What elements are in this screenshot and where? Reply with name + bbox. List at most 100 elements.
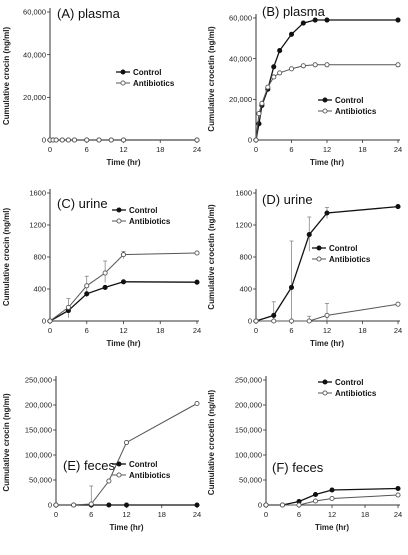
data-point-control (329, 487, 335, 493)
legend-marker (116, 472, 122, 478)
y-tick-label: 400 (239, 285, 252, 294)
data-point-antibiotics (102, 270, 108, 276)
data-point-antibiotics (71, 502, 77, 508)
data-point-antibiotics (106, 478, 112, 484)
panel-e: 0 50,000 100,000 150,000 200,000 250,000 0 6 12 1… (2, 376, 201, 532)
data-point-antibiotics (395, 62, 401, 68)
legend-marker (120, 69, 126, 75)
y-tick-label: 0 (248, 136, 252, 145)
y-tick-label: 0 (258, 501, 262, 510)
x-tick-label: 6 (85, 145, 89, 154)
y-axis-label: Cumulative crocetin (ng/ml) (207, 204, 216, 310)
legend-marker (322, 97, 328, 103)
data-point-antibiotics (47, 318, 53, 324)
y-tick-label: 250,000 (25, 376, 52, 385)
y-tick-label: 400 (33, 285, 46, 294)
data-point-control (395, 485, 401, 492)
x-tick-label: 12 (328, 510, 336, 519)
panel-title: (C) urine (57, 196, 108, 211)
data-point-antibiotics (84, 137, 90, 143)
data-point-control (123, 502, 130, 508)
series-line-antibiotics (266, 494, 399, 506)
legend-marker (322, 108, 328, 114)
y-tick-label: 0 (248, 317, 252, 326)
data-point-antibiotics (312, 498, 319, 504)
x-tick-label: 18 (361, 510, 369, 519)
data-point-control (102, 284, 108, 290)
y-axis-label: Cumulative crocin (ng/ml) (2, 208, 11, 307)
x-tick-label: 6 (85, 326, 89, 335)
x-tick-label: 24 (193, 145, 201, 154)
legend-label: Antibiotics (129, 471, 171, 480)
y-tick-label: 0 (48, 501, 52, 510)
y-tick-label: 50,000 (239, 476, 262, 485)
legend-label: Antibiotics (335, 389, 377, 398)
y-tick-label: 200,000 (235, 401, 262, 410)
data-point-antibiotics (296, 502, 302, 508)
data-point-antibiotics (88, 501, 94, 507)
x-axis-label: Time (hr) (310, 339, 344, 348)
series-line-antibiotics (56, 403, 198, 506)
x-tick-label: 6 (289, 326, 293, 335)
x-axis-label: Time (hr) (109, 523, 143, 532)
y-tick-label: 1600 (29, 189, 46, 198)
x-tick-label: 18 (158, 510, 166, 519)
x-tick-label: 6 (297, 510, 301, 519)
data-point-control (324, 210, 330, 216)
data-point-antibiotics (279, 502, 286, 508)
data-point-control (194, 502, 200, 508)
y-tick-label: 800 (239, 253, 252, 262)
x-axis-label: Time (hr) (106, 158, 140, 167)
x-tick-label: 24 (193, 510, 201, 519)
y-tick-label: 0 (42, 317, 46, 326)
y-tick-label: 60,000 (229, 14, 252, 23)
panel-title: (D) urine (262, 192, 313, 207)
panel-title: (E) feces (63, 458, 116, 473)
x-tick-label: 18 (358, 326, 366, 335)
x-tick-label: 24 (193, 326, 201, 335)
data-point-antibiotics (329, 495, 335, 502)
legend-label: Control (335, 378, 363, 387)
series-line-antibiotics (256, 303, 399, 322)
y-tick-label: 800 (33, 253, 46, 262)
data-point-antibiotics (312, 62, 318, 68)
data-point-antibiotics (194, 137, 200, 143)
data-point-antibiotics (96, 137, 102, 143)
series-line-antibiotics (49, 252, 198, 322)
legend-marker (116, 218, 122, 224)
data-point-antibiotics (59, 137, 65, 143)
y-tick-label: 20,000 (23, 93, 46, 102)
series-line-control (49, 281, 198, 322)
data-point-control (288, 31, 295, 37)
data-point-antibiotics (84, 283, 90, 289)
panel-b: 0 20,000 40,000 60,000 0 6 12 18 24 Time (hr) Cumu… (207, 4, 402, 167)
y-tick-label: 1200 (235, 221, 252, 230)
legend-label: Control (129, 460, 157, 469)
data-point-control (395, 204, 401, 210)
x-tick-label: 12 (122, 510, 130, 519)
y-tick-label: 60,000 (23, 8, 46, 17)
data-point-antibiotics (265, 84, 271, 90)
y-tick-label: 250,000 (235, 376, 262, 385)
data-point-control (312, 491, 319, 498)
data-point-antibiotics (324, 312, 330, 318)
data-point-antibiotics (108, 137, 114, 143)
y-axis-label: Cumulative crocetin (ng/ml) (207, 389, 216, 495)
x-tick-label: 0 (48, 145, 52, 154)
panel-a: 0 20,000 40,000 60,000 0 6 12 18 24 Time (hr) Cumu… (2, 6, 201, 167)
data-point-antibiotics (395, 492, 401, 498)
x-tick-label: 0 (254, 145, 258, 154)
data-point-antibiotics (306, 318, 312, 324)
data-point-control (120, 279, 127, 285)
legend-label: Antibiotics (335, 107, 377, 116)
x-tick-label: 12 (323, 145, 331, 154)
y-tick-label: 20,000 (229, 95, 252, 104)
data-point-antibiotics (300, 63, 306, 69)
y-tick-label: 40,000 (229, 54, 252, 63)
data-point-antibiotics (120, 252, 127, 258)
x-tick-label: 6 (289, 145, 293, 154)
series-line-control (255, 19, 398, 141)
data-point-antibiotics (395, 301, 401, 307)
